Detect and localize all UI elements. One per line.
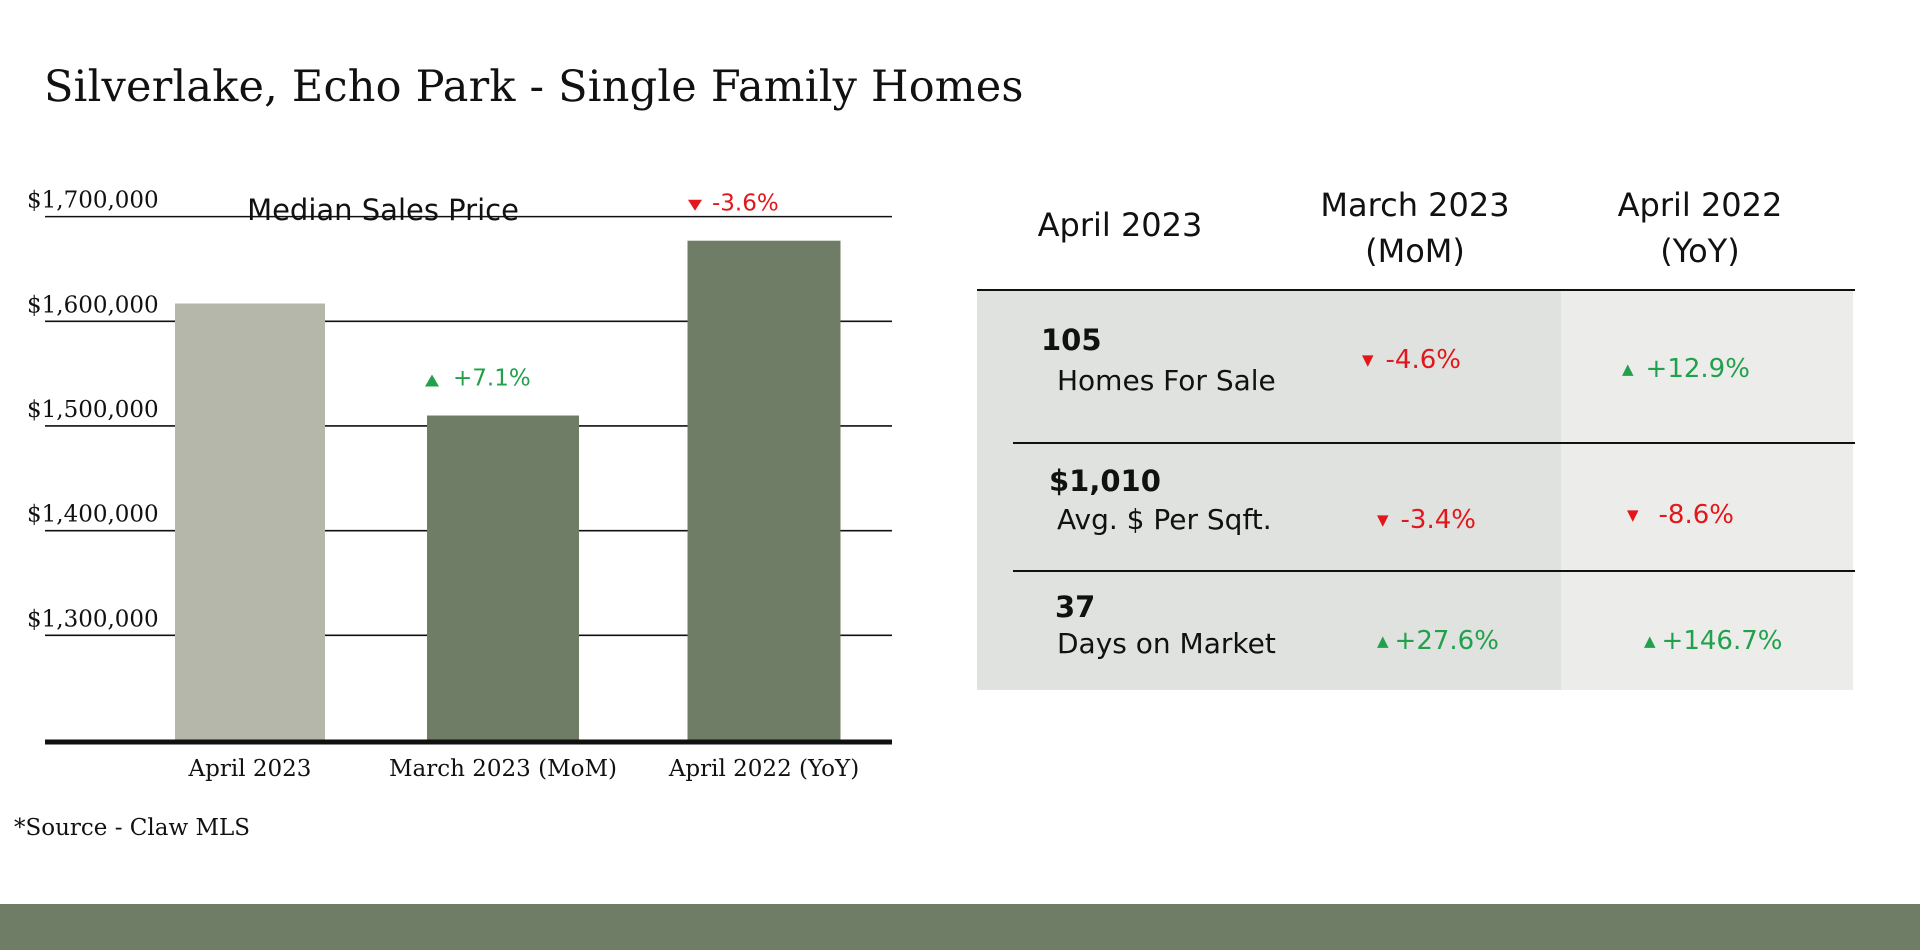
bar bbox=[427, 415, 579, 740]
up-arrow-icon: ▲ bbox=[1377, 632, 1389, 650]
homes-for-sale-mom-change: -4.6% bbox=[1385, 345, 1461, 375]
bar bbox=[175, 303, 325, 740]
header-divider bbox=[977, 289, 1855, 291]
up-arrow-icon bbox=[425, 374, 439, 387]
avg-price-per-sqft-yoy: ▼ -8.6% bbox=[1627, 500, 1734, 530]
page-title: Silverlake, Echo Park - Single Family Ho… bbox=[44, 62, 1024, 112]
footer-bar bbox=[0, 904, 1920, 950]
homes-for-sale-mom: ▼ -4.6% bbox=[1362, 345, 1461, 375]
chart-title: Median Sales Price bbox=[247, 193, 519, 227]
homes-for-sale-yoy-change: +12.9% bbox=[1645, 354, 1750, 384]
change-annotation: -3.6% bbox=[712, 191, 779, 217]
days-on-market-mom: ▲ +27.6% bbox=[1377, 626, 1499, 656]
avg-price-per-sqft-mom-change: -3.4% bbox=[1400, 505, 1476, 535]
row-divider-2 bbox=[1013, 570, 1855, 572]
y-tick-label: $1,600,000 bbox=[27, 292, 159, 318]
down-arrow-icon: ▼ bbox=[1627, 506, 1639, 524]
x-category-label: March 2023 (MoM) bbox=[389, 756, 617, 782]
days-on-market-mom-change: +27.6% bbox=[1394, 626, 1499, 656]
panel-current bbox=[977, 290, 1315, 690]
homes-for-sale-yoy: ▲ +12.9% bbox=[1622, 354, 1750, 384]
median-sales-price-chart: Median Sales Price $1,300,000 $1,400,000 $1… bbox=[27, 188, 892, 782]
days-on-market-label: Days on Market bbox=[1057, 627, 1276, 660]
days-on-market-value: 37 bbox=[1055, 590, 1096, 624]
x-category-label: April 2023 bbox=[188, 756, 312, 782]
panel-yoy bbox=[1561, 290, 1853, 690]
down-arrow-icon: ▼ bbox=[1362, 351, 1374, 369]
avg-price-per-sqft-label: Avg. $ Per Sqft. bbox=[1057, 503, 1272, 536]
homes-for-sale-value: 105 bbox=[1041, 323, 1102, 357]
homes-for-sale-label: Homes For Sale bbox=[1057, 364, 1276, 397]
panel-mom bbox=[1315, 290, 1561, 690]
down-arrow-icon: ▼ bbox=[1377, 511, 1389, 529]
down-arrow-icon bbox=[688, 199, 702, 211]
avg-price-per-sqft-yoy-change: -8.6% bbox=[1658, 500, 1734, 530]
up-arrow-icon: ▲ bbox=[1622, 360, 1634, 378]
header-current: April 2023 bbox=[1037, 206, 1203, 244]
source-note: *Source - Claw MLS bbox=[14, 815, 251, 841]
y-tick-label: $1,500,000 bbox=[27, 397, 159, 423]
days-on-market-yoy-change: +146.7% bbox=[1661, 626, 1783, 656]
x-category-label: April 2022 (YoY) bbox=[668, 756, 859, 782]
y-tick-label: $1,700,000 bbox=[27, 188, 159, 214]
avg-price-per-sqft-mom: ▼ -3.4% bbox=[1377, 505, 1476, 535]
row-divider-1 bbox=[1013, 442, 1855, 444]
days-on-market-yoy: ▲ +146.7% bbox=[1644, 626, 1782, 656]
change-annotation: +7.1% bbox=[453, 366, 531, 392]
avg-price-per-sqft-value: $1,010 bbox=[1049, 464, 1161, 498]
y-tick-label: $1,300,000 bbox=[27, 606, 159, 632]
header-mom: March 2023 (MoM) bbox=[1320, 186, 1510, 270]
up-arrow-icon: ▲ bbox=[1644, 632, 1656, 650]
header-yoy: April 2022 (YoY) bbox=[1617, 186, 1783, 270]
y-tick-label: $1,400,000 bbox=[27, 502, 159, 528]
bar bbox=[687, 240, 841, 741]
